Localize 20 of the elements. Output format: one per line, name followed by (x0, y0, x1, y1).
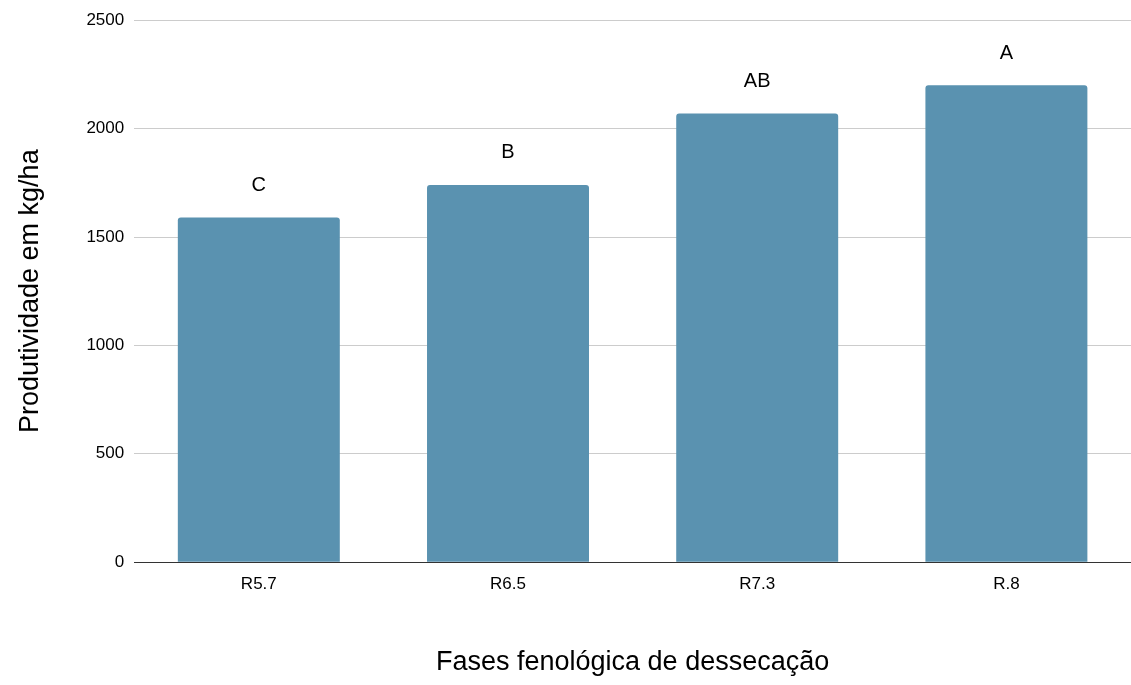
bar (925, 85, 1088, 562)
annotation: C (251, 173, 267, 195)
annotation: B (501, 140, 515, 163)
y-tick-label: 1000 (86, 335, 125, 355)
x-tick-label: R5.7 (240, 574, 277, 594)
x-tick-label: R7.3 (739, 574, 776, 594)
bar (177, 217, 340, 562)
x-tick-label: R.8 (993, 574, 1020, 594)
annotation: A (999, 40, 1014, 63)
y-axis-title: Produtividade em kg/ha (13, 148, 44, 434)
bar (427, 184, 589, 562)
x-tick-label: R6.5 (490, 574, 526, 594)
bar (676, 113, 839, 562)
y-tick-label: 500 (95, 443, 125, 463)
annotation: AB (743, 68, 771, 91)
y-tick-label: 2500 (86, 9, 125, 29)
x-axis-title: Fases fenológica de dessecação (435, 646, 830, 677)
y-tick-label: 0 (114, 551, 125, 571)
y-tick-label: 1500 (86, 226, 125, 246)
y-tick-label: 2000 (86, 118, 125, 138)
